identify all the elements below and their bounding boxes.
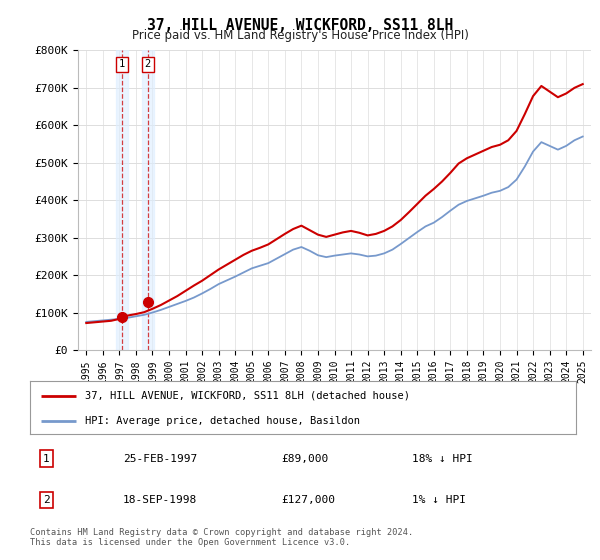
Bar	[116, 50, 128, 350]
Text: £127,000: £127,000	[281, 495, 335, 505]
Text: Contains HM Land Registry data © Crown copyright and database right 2024.
This d: Contains HM Land Registry data © Crown c…	[30, 528, 413, 547]
Text: 18% ↓ HPI: 18% ↓ HPI	[412, 454, 473, 464]
Text: HPI: Average price, detached house, Basildon: HPI: Average price, detached house, Basi…	[85, 416, 359, 426]
Text: 1% ↓ HPI: 1% ↓ HPI	[412, 495, 466, 505]
Text: 2: 2	[43, 495, 50, 505]
Text: 2: 2	[145, 59, 151, 69]
Text: 37, HILL AVENUE, WICKFORD, SS11 8LH (detached house): 37, HILL AVENUE, WICKFORD, SS11 8LH (det…	[85, 391, 410, 401]
Text: 1: 1	[119, 59, 125, 69]
Text: 18-SEP-1998: 18-SEP-1998	[123, 495, 197, 505]
Text: 25-FEB-1997: 25-FEB-1997	[123, 454, 197, 464]
Text: Price paid vs. HM Land Registry's House Price Index (HPI): Price paid vs. HM Land Registry's House …	[131, 29, 469, 42]
Text: 1: 1	[43, 454, 50, 464]
Text: 37, HILL AVENUE, WICKFORD, SS11 8LH: 37, HILL AVENUE, WICKFORD, SS11 8LH	[147, 18, 453, 33]
Bar	[142, 50, 154, 350]
Text: £89,000: £89,000	[281, 454, 328, 464]
